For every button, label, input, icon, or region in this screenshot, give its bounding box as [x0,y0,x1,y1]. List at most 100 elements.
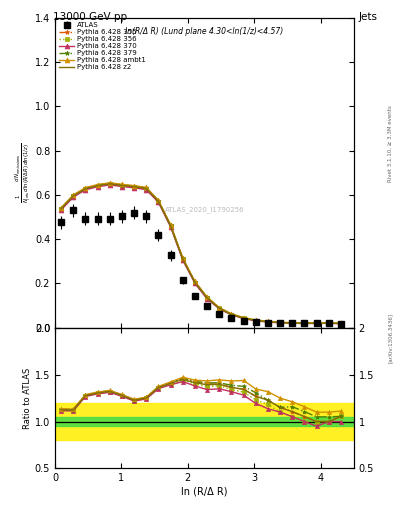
Pythia 6.428 355 [327,320,331,326]
Pythia 6.428 ambt1 [327,319,331,326]
Pythia 6.428 z2 [144,185,149,191]
Pythia 6.428 ambt1 [266,318,270,324]
Pythia 6.428 z2 [71,193,75,199]
Pythia 6.428 355 [107,181,112,187]
Pythia 6.428 356 [205,295,209,302]
Pythia 6.428 ambt1 [83,184,88,190]
Pythia 6.428 356 [144,186,149,192]
Pythia 6.428 370 [253,318,258,324]
Pythia 6.428 ambt1 [229,311,234,317]
Line: Pythia 6.428 356: Pythia 6.428 356 [59,182,343,326]
Pythia 6.428 355 [217,305,222,311]
Pythia 6.428 z2 [241,315,246,321]
Pythia 6.428 356 [193,280,197,286]
Pythia 6.428 z2 [278,319,283,326]
Text: ln(R/Δ R) (Lund plane 4.30<ln(1/z)<4.57): ln(R/Δ R) (Lund plane 4.30<ln(1/z)<4.57) [125,27,283,36]
Pythia 6.428 ambt1 [253,317,258,323]
Pythia 6.428 z2 [229,311,234,317]
Pythia 6.428 z2 [290,320,295,326]
Pythia 6.428 z2 [327,320,331,326]
Pythia 6.428 379 [144,185,149,191]
Pythia 6.428 355 [314,320,319,326]
Pythia 6.428 379 [302,320,307,326]
Pythia 6.428 z2 [193,279,197,285]
Pythia 6.428 370 [95,184,100,190]
Pythia 6.428 379 [217,305,222,311]
Pythia 6.428 356 [278,319,283,326]
Pythia 6.428 z2 [217,305,222,311]
Pythia 6.428 356 [327,320,331,326]
Pythia 6.428 356 [266,319,270,325]
Pythia 6.428 379 [241,315,246,321]
Text: [arXiv:1306.3436]: [arXiv:1306.3436] [388,313,393,363]
Pythia 6.428 ambt1 [241,314,246,321]
Pythia 6.428 356 [302,321,307,327]
Pythia 6.428 379 [339,321,343,327]
Pythia 6.428 355 [205,294,209,301]
Pythia 6.428 355 [290,320,295,326]
Legend: ATLAS, Pythia 6.428 355, Pythia 6.428 356, Pythia 6.428 370, Pythia 6.428 379, P: ATLAS, Pythia 6.428 355, Pythia 6.428 35… [57,20,148,72]
Pythia 6.428 z2 [119,182,124,188]
Text: 13000 GeV pp: 13000 GeV pp [53,12,127,22]
Pythia 6.428 ambt1 [180,255,185,261]
X-axis label: ln (R/Δ R): ln (R/Δ R) [181,486,228,496]
Pythia 6.428 355 [71,193,75,199]
Pythia 6.428 370 [59,207,64,213]
Pythia 6.428 379 [290,319,295,326]
Pythia 6.428 356 [180,257,185,263]
Pythia 6.428 ambt1 [302,319,307,326]
Pythia 6.428 355 [253,317,258,324]
Pythia 6.428 370 [119,183,124,189]
Pythia 6.428 355 [59,206,64,212]
Pythia 6.428 355 [180,256,185,262]
Pythia 6.428 370 [327,320,331,326]
Pythia 6.428 z2 [253,317,258,324]
Pythia 6.428 356 [59,206,64,212]
Pythia 6.428 356 [339,321,343,327]
Text: Rivet 3.1.10, ≥ 3.3M events: Rivet 3.1.10, ≥ 3.3M events [388,105,393,182]
Pythia 6.428 356 [168,223,173,229]
Pythia 6.428 370 [266,319,270,325]
Pythia 6.428 356 [314,320,319,326]
Pythia 6.428 379 [107,180,112,186]
Pythia 6.428 370 [83,187,88,193]
Pythia 6.428 356 [83,186,88,192]
Pythia 6.428 379 [71,193,75,199]
Pythia 6.428 ambt1 [278,319,283,325]
Pythia 6.428 355 [266,318,270,325]
Pythia 6.428 355 [339,321,343,327]
Pythia 6.428 379 [278,319,283,326]
Pythia 6.428 356 [132,184,136,190]
Pythia 6.428 379 [229,311,234,317]
Line: Pythia 6.428 z2: Pythia 6.428 z2 [61,184,341,324]
Text: ATLAS_2020_I1790256: ATLAS_2020_I1790256 [165,207,244,214]
Pythia 6.428 355 [193,279,197,285]
Pythia 6.428 ambt1 [314,319,319,326]
Pythia 6.428 370 [314,321,319,327]
Y-axis label: Ratio to ATLAS: Ratio to ATLAS [23,368,32,429]
Pythia 6.428 355 [302,320,307,326]
Pythia 6.428 ambt1 [217,305,222,311]
Pythia 6.428 ambt1 [132,183,136,189]
Pythia 6.428 355 [95,182,100,188]
Pythia 6.428 370 [302,321,307,327]
Pythia 6.428 z2 [314,320,319,326]
Pythia 6.428 ambt1 [168,222,173,228]
Line: Pythia 6.428 355: Pythia 6.428 355 [59,181,343,326]
Pythia 6.428 z2 [205,295,209,301]
Pythia 6.428 356 [290,320,295,326]
Pythia 6.428 z2 [156,198,161,204]
Pythia 6.428 z2 [83,186,88,192]
Pythia 6.428 370 [132,185,136,191]
Pythia 6.428 ambt1 [290,319,295,326]
Pythia 6.428 356 [241,315,246,322]
Pythia 6.428 379 [205,294,209,301]
Pythia 6.428 370 [290,320,295,326]
Pythia 6.428 z2 [266,318,270,325]
Pythia 6.428 370 [229,312,234,318]
Pythia 6.428 z2 [95,183,100,189]
Pythia 6.428 356 [95,183,100,189]
Pythia 6.428 379 [95,182,100,188]
Pythia 6.428 356 [253,317,258,324]
Pythia 6.428 370 [156,199,161,205]
